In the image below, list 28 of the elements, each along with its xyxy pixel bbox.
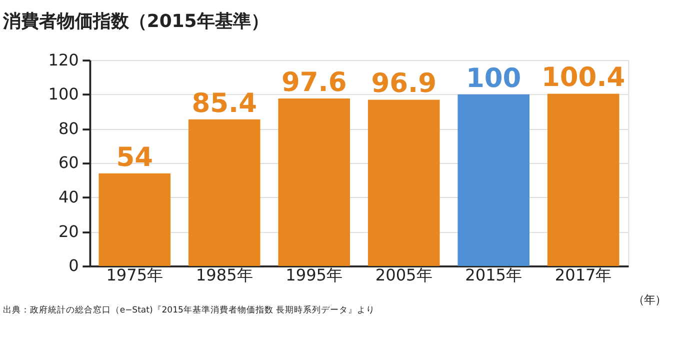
x-tick-label: 1985年 <box>196 266 253 285</box>
data-label: 85.4 <box>192 88 257 119</box>
bar <box>98 173 171 266</box>
y-tick-label: 0 <box>68 256 79 276</box>
data-label: 54 <box>116 142 154 173</box>
data-label: 100.4 <box>542 62 626 94</box>
y-tick-label: 120 <box>48 50 79 70</box>
x-tick-label: 1995年 <box>286 266 343 285</box>
bar <box>458 94 530 266</box>
x-tick-label: 2015年 <box>465 266 522 285</box>
data-label: 97.6 <box>281 66 347 98</box>
x-tick-label: 2017年 <box>554 266 612 285</box>
y-tick-label: 80 <box>58 118 79 138</box>
y-tick-label: 60 <box>58 153 79 172</box>
bar <box>547 94 620 266</box>
source-note: 出典：政府統計の総合窓口（e−Stat)『2015年基準消費者物価指数 長期時系列データ』より <box>2 304 376 316</box>
x-tick-label: 1975年 <box>106 266 164 285</box>
y-tick-label: 20 <box>58 222 79 241</box>
bar <box>188 119 260 266</box>
data-label: 100 <box>466 62 522 94</box>
chart-title: 消費者物価指数（2015年基準） <box>2 10 269 32</box>
bar <box>278 98 350 266</box>
y-tick-label: 100 <box>48 84 79 104</box>
y-tick-label: 40 <box>58 188 79 207</box>
data-label: 96.9 <box>371 68 436 100</box>
x-axis-title: （年） <box>632 292 666 306</box>
bar <box>368 100 440 266</box>
x-tick-label: 2005年 <box>375 266 432 285</box>
